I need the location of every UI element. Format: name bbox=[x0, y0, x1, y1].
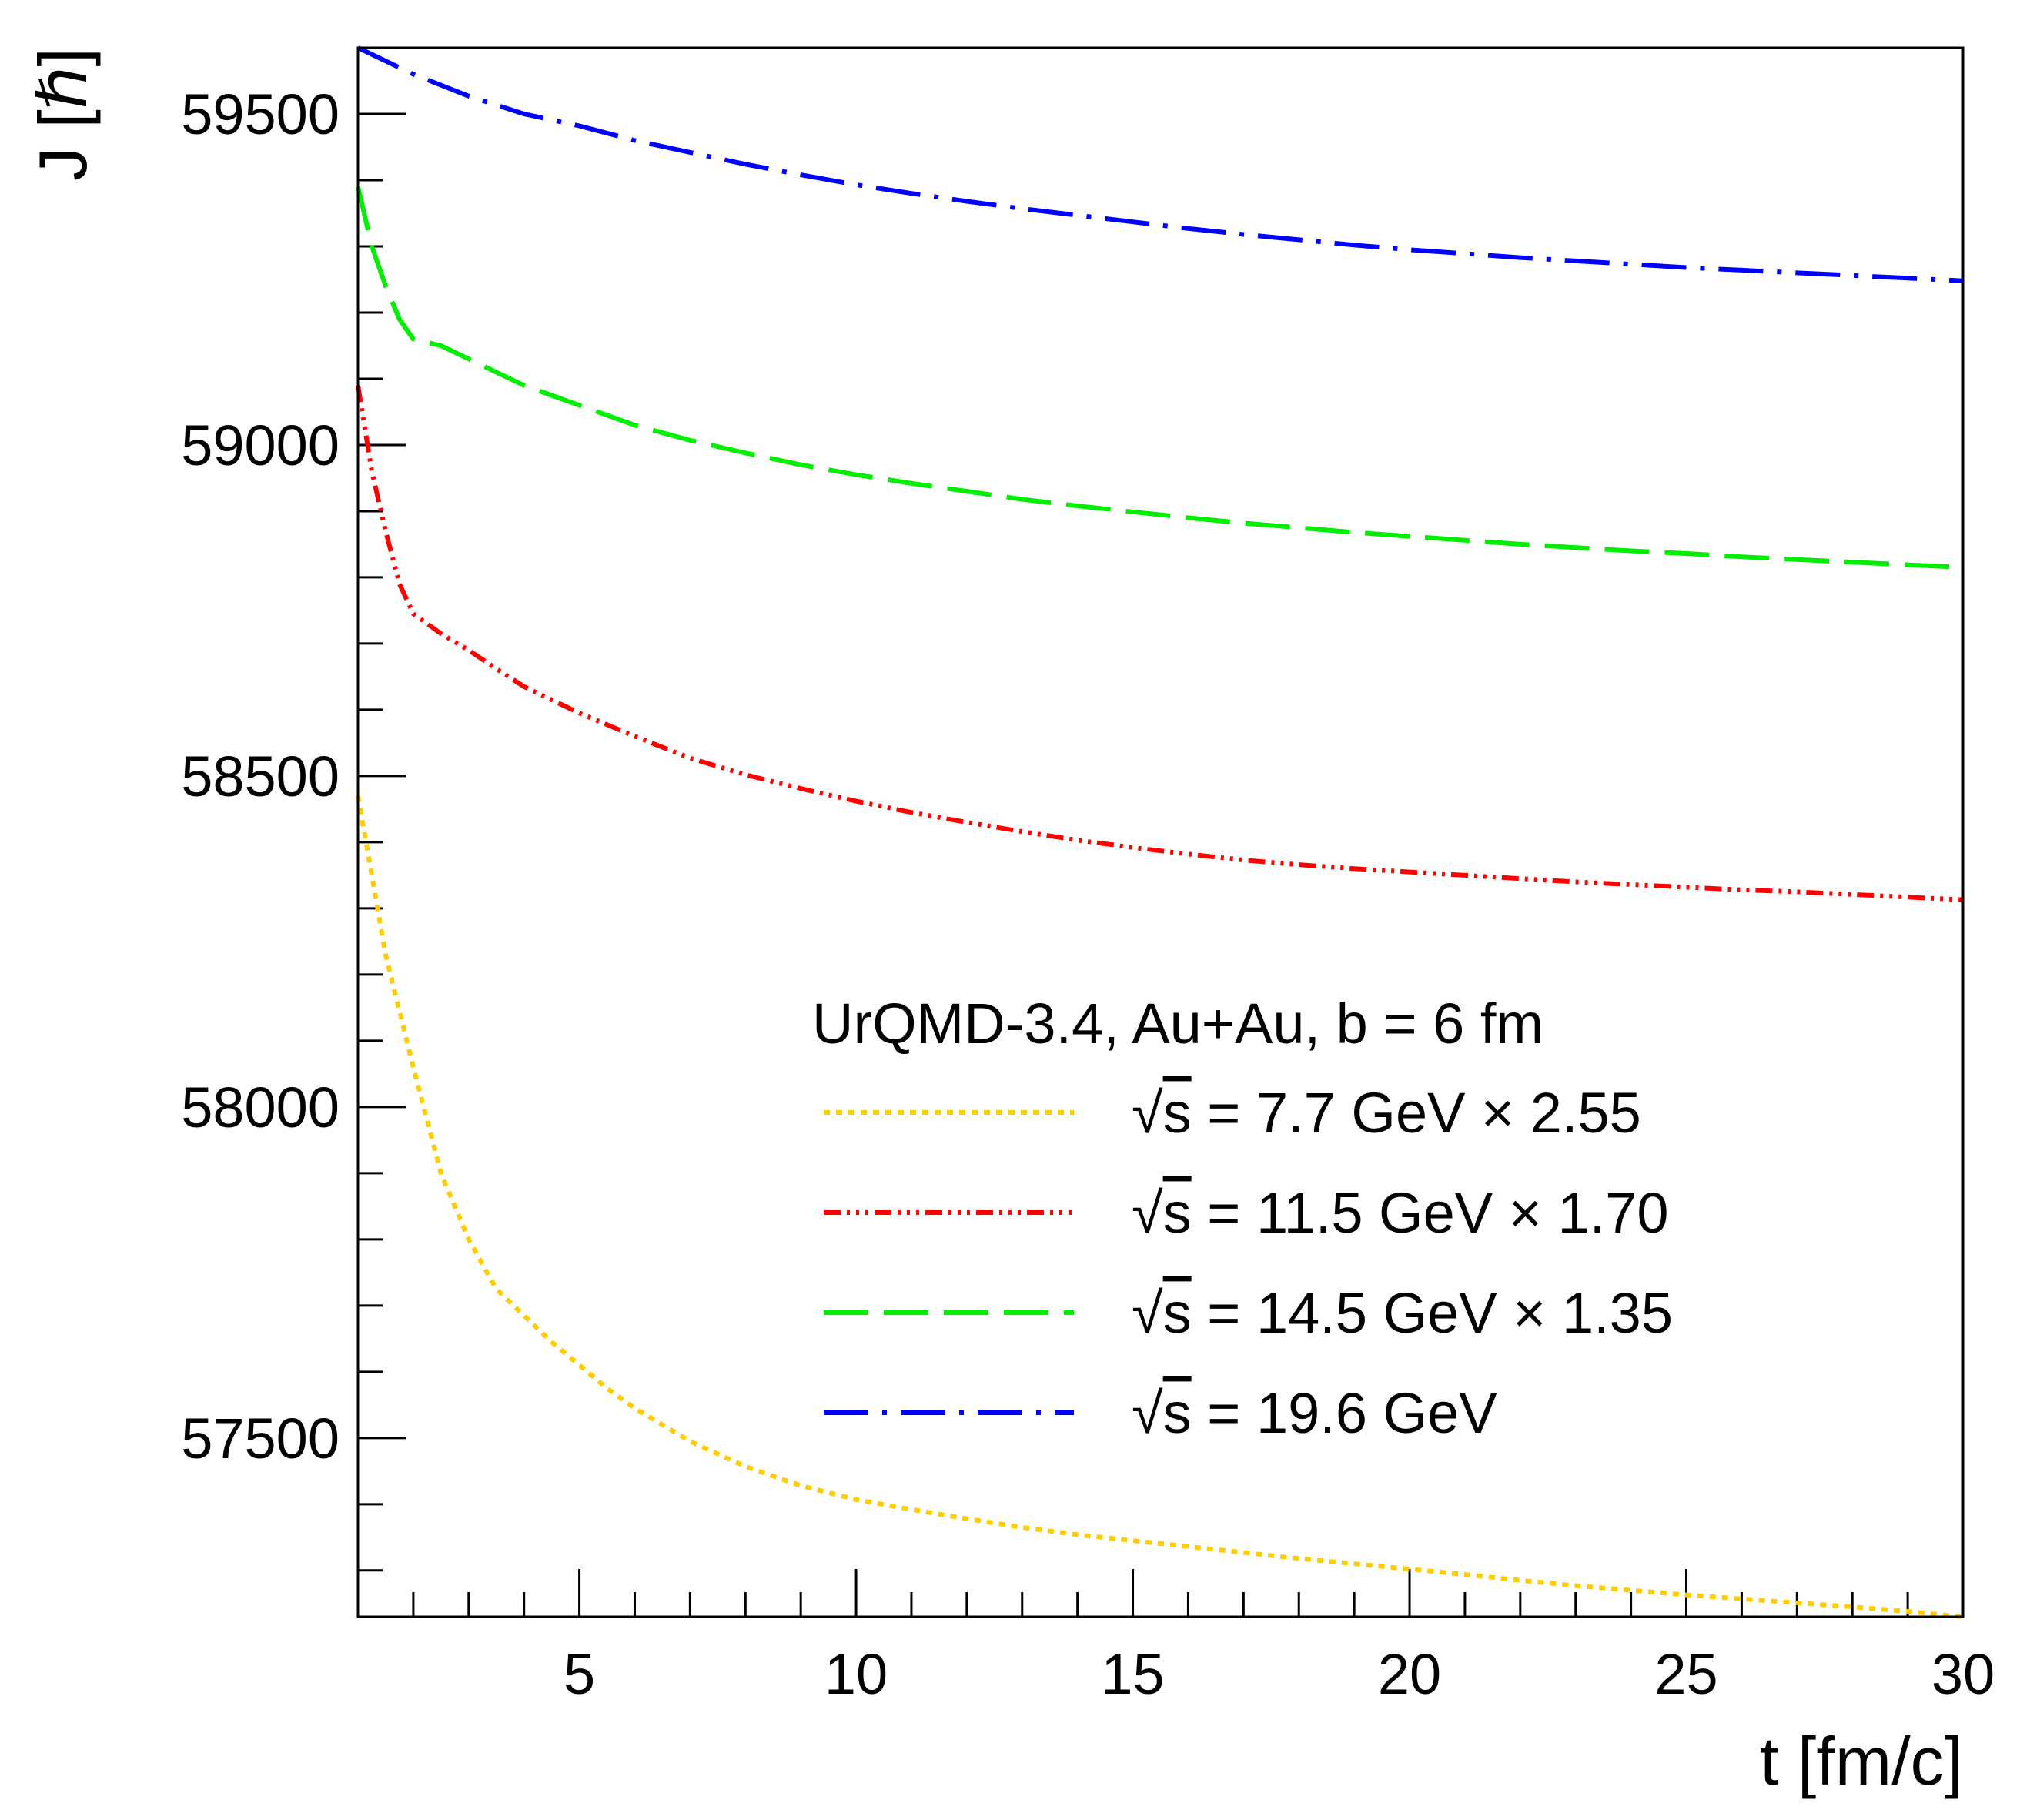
legend-label: √s = 19.6 GeV bbox=[1132, 1381, 1497, 1445]
y-tick-label: 59500 bbox=[181, 82, 339, 146]
legend-label: √s = 7.7 GeV × 2.55 bbox=[1132, 1081, 1641, 1145]
s-symbol: s bbox=[1163, 1181, 1192, 1245]
legend-entry: √s = 19.6 GeV bbox=[824, 1381, 1497, 1445]
legend-header: UrQMD-3.4, Au+Au, b = 6 fm bbox=[812, 992, 1543, 1056]
y-tick-label: 58000 bbox=[181, 1076, 339, 1139]
plot-frame bbox=[356, 46, 1965, 1618]
series-line-1 bbox=[356, 795, 1964, 1619]
legend: UrQMD-3.4, Au+Au, b = 6 fm √s = 7.7 GeV … bbox=[812, 992, 1673, 1445]
series-line-2 bbox=[356, 385, 1964, 902]
legend-entries: √s = 7.7 GeV × 2.55√s = 11.5 GeV × 1.70√… bbox=[824, 1081, 1673, 1445]
sqrt-symbol: √ bbox=[1132, 1381, 1163, 1445]
x-tick-label: 5 bbox=[564, 1642, 595, 1706]
legend-label: √s = 14.5 GeV × 1.35 bbox=[1132, 1281, 1673, 1345]
s-symbol: s bbox=[1163, 1381, 1192, 1445]
y-axis-title: J [ℏ] bbox=[25, 48, 101, 181]
x-tick-label: 25 bbox=[1654, 1642, 1717, 1706]
x-axis-title: t [fm/c] bbox=[1760, 1723, 1963, 1799]
s-symbol: s bbox=[1163, 1281, 1192, 1345]
legend-label: √s = 11.5 GeV × 1.70 bbox=[1132, 1181, 1668, 1245]
x-tick-label: 10 bbox=[824, 1642, 888, 1706]
series-lines bbox=[356, 45, 1964, 1619]
sqrt-symbol: √ bbox=[1132, 1181, 1163, 1245]
s-symbol: s bbox=[1163, 1081, 1192, 1145]
legend-label-text: = 19.6 GeV bbox=[1192, 1381, 1498, 1445]
legend-entry: √s = 11.5 GeV × 1.70 bbox=[824, 1181, 1668, 1245]
x-tick-label: 20 bbox=[1378, 1642, 1441, 1706]
series-line-3 bbox=[356, 186, 1964, 570]
x-tick-label: 30 bbox=[1931, 1642, 1995, 1706]
sqrt-symbol: √ bbox=[1132, 1281, 1163, 1345]
x-tick-label: 15 bbox=[1101, 1642, 1164, 1706]
legend-entry: √s = 7.7 GeV × 2.55 bbox=[824, 1081, 1641, 1145]
y-tick-label: 59000 bbox=[181, 413, 339, 477]
y-tick-label: 58500 bbox=[181, 744, 339, 808]
legend-label-text: = 11.5 GeV × 1.70 bbox=[1192, 1181, 1669, 1245]
y-tick-label: 57500 bbox=[181, 1407, 339, 1470]
legend-label-text: = 14.5 GeV × 1.35 bbox=[1192, 1281, 1673, 1345]
legend-entry: √s = 14.5 GeV × 1.35 bbox=[824, 1281, 1673, 1345]
sqrt-symbol: √ bbox=[1132, 1081, 1163, 1145]
axis-tick-labels: 5 10 15 20 25 30 57500 58000 58500 59000 59500 bbox=[181, 82, 1995, 1706]
legend-label-text: = 7.7 GeV × 2.55 bbox=[1192, 1081, 1641, 1145]
